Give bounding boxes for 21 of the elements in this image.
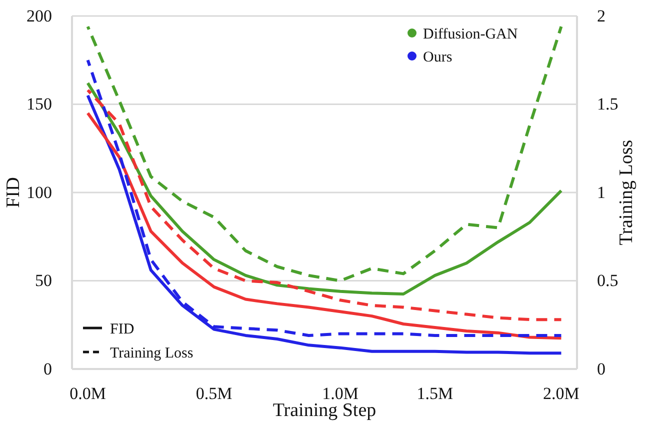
annotation: Training Loss — [110, 345, 194, 362]
y-tick-label: 0 — [44, 359, 52, 378]
y-tick-label: 150 — [26, 94, 52, 114]
y2-tick-label: 2 — [597, 6, 606, 26]
x-tick-label: 0.5M — [196, 384, 232, 404]
y-tick-label: 200 — [26, 6, 52, 26]
y2-tick-label: 1 — [597, 182, 606, 202]
x-tick-label: 2.0M — [543, 384, 580, 404]
y2-tick-label: 0.5 — [597, 271, 618, 290]
y2-tick-label: 0 — [597, 359, 606, 378]
annotation: FID — [110, 321, 134, 338]
y-axis-title: FID — [3, 177, 24, 208]
y-tick-label: 100 — [26, 182, 52, 202]
x-tick-label: 0.0M — [70, 384, 106, 404]
y2-axis-title: Training Loss — [616, 140, 637, 246]
legend-label: Ours — [423, 49, 452, 66]
y-tick-label: 50 — [35, 271, 52, 290]
x-tick-label: 1.5M — [416, 384, 454, 404]
legend-label: Diffusion-GAN — [423, 26, 518, 42]
line-series — [86, 25, 563, 282]
y2-tick-label: 1.5 — [597, 94, 618, 114]
